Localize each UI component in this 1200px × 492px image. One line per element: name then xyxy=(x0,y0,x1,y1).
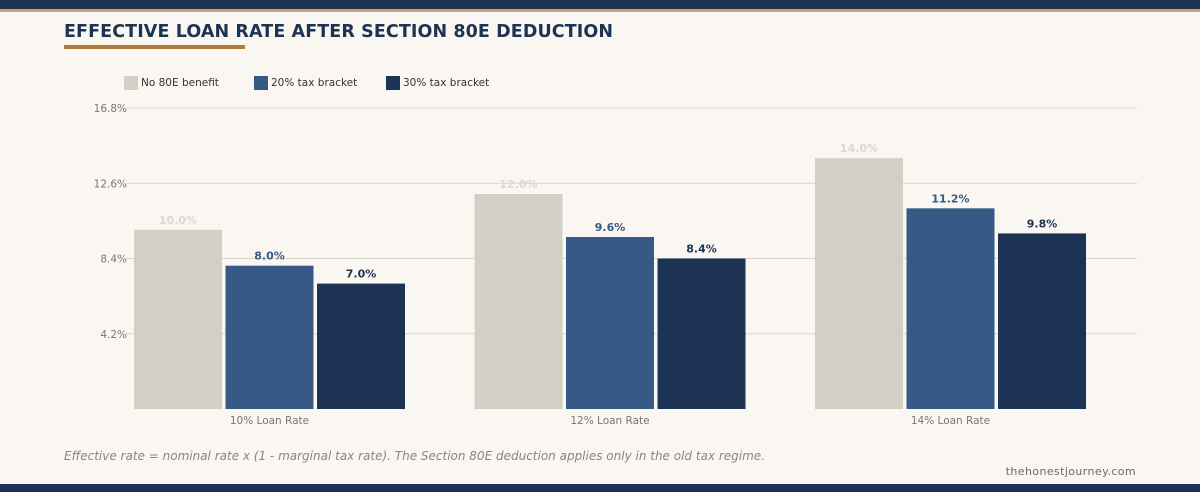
x-tick-label: 14% Loan Rate xyxy=(911,415,990,427)
source-credit: thehonestjourney.com xyxy=(1005,465,1136,478)
y-tick-label: 16.8% xyxy=(94,103,127,115)
x-tick-label: 10% Loan Rate xyxy=(230,415,309,427)
bottom-accent-bar xyxy=(0,484,1200,492)
title-underline xyxy=(64,45,245,49)
bar-group: 14.0% 11.2% 9.8% 14% Loan Rate xyxy=(815,142,1086,427)
data-label: 11.2% xyxy=(931,192,969,205)
y-tick-label: 12.6% xyxy=(94,178,127,190)
top-accent-stripe xyxy=(0,9,1200,12)
legend-label: 20% tax bracket xyxy=(271,77,357,89)
bar-groups: 10.0%8.0%7.0%10% Loan Rate12.0%9.6%8.4%1… xyxy=(134,142,1086,427)
data-label: 8.4% xyxy=(686,243,717,256)
y-tick-label: 4.2% xyxy=(100,329,127,341)
bar xyxy=(998,233,1086,409)
bar xyxy=(474,194,563,409)
bar-group: 10.0% 8.0% 7.0% 10% Loan Rate xyxy=(134,214,405,427)
data-label: 10.0% xyxy=(159,214,197,227)
legend-item: 20% tax bracket xyxy=(254,76,357,90)
legend-swatch xyxy=(386,76,400,90)
x-tick-label: 12% Loan Rate xyxy=(570,415,649,427)
bar xyxy=(657,258,746,409)
data-label: 8.0% xyxy=(254,250,285,263)
legend: No 80E benefit 20% tax bracket 30% tax bra… xyxy=(124,76,489,90)
footnote: Effective rate = nominal rate x (1 - mar… xyxy=(64,449,765,463)
data-label: 14.0% xyxy=(840,142,878,155)
bar xyxy=(815,158,903,409)
y-axis-ticks: 4.2% 8.4% 12.6% 16.8% xyxy=(94,103,127,341)
data-label: 9.8% xyxy=(1027,217,1058,230)
bar-group: 12.0% 9.6% 8.4% 12% Loan Rate xyxy=(474,178,746,427)
legend-label: 30% tax bracket xyxy=(403,77,489,89)
data-label: 7.0% xyxy=(346,268,377,281)
legend-item: No 80E benefit xyxy=(124,76,219,90)
bar-chart: 4.2% 8.4% 12.6% 16.8% 10.0% 8.0% 7.0% 10% Loan… xyxy=(94,76,1137,427)
bar xyxy=(134,229,222,409)
top-accent-bar xyxy=(0,0,1200,9)
bar xyxy=(225,265,314,409)
y-tick-label: 8.4% xyxy=(100,254,127,266)
data-label: 12.0% xyxy=(499,178,537,191)
legend-swatch xyxy=(254,76,268,90)
legend-label: No 80E benefit xyxy=(141,77,219,89)
bar xyxy=(317,283,405,409)
legend-item: 30% tax bracket xyxy=(386,76,489,90)
data-label: 9.6% xyxy=(595,221,626,234)
chart-title: EFFECTIVE LOAN RATE AFTER SECTION 80E DE… xyxy=(64,22,614,42)
bar xyxy=(566,237,654,409)
bar xyxy=(906,208,995,409)
legend-swatch xyxy=(124,76,138,90)
